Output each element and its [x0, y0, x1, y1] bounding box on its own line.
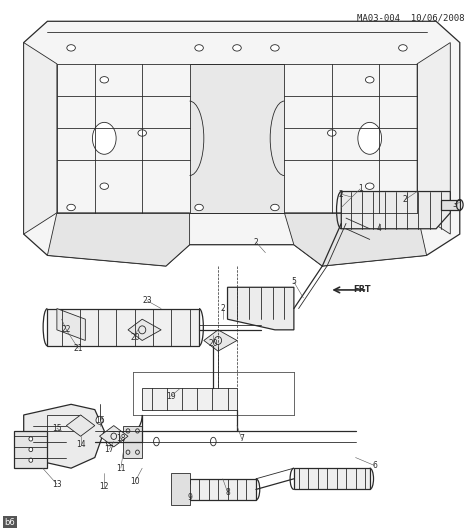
Polygon shape	[57, 309, 85, 340]
Text: 6: 6	[372, 461, 377, 470]
Text: 2: 2	[339, 190, 344, 198]
Text: 16: 16	[95, 416, 104, 425]
Ellipse shape	[210, 437, 216, 446]
Text: 7: 7	[239, 435, 244, 443]
Ellipse shape	[29, 458, 33, 462]
Text: 1: 1	[358, 185, 363, 193]
Polygon shape	[123, 426, 142, 458]
Polygon shape	[228, 287, 294, 330]
Text: 20: 20	[209, 339, 218, 347]
Text: 22: 22	[62, 326, 71, 334]
Text: 17: 17	[104, 445, 114, 454]
Ellipse shape	[358, 122, 382, 154]
Ellipse shape	[399, 45, 407, 51]
Polygon shape	[100, 426, 128, 447]
Polygon shape	[24, 404, 104, 468]
Text: MA03-004  10/06/2008: MA03-004 10/06/2008	[357, 13, 465, 22]
Polygon shape	[180, 479, 256, 500]
Text: 18: 18	[116, 435, 126, 443]
Ellipse shape	[29, 437, 33, 441]
Ellipse shape	[271, 204, 279, 211]
Ellipse shape	[138, 130, 146, 136]
Text: 9: 9	[187, 493, 192, 502]
Text: FRT: FRT	[353, 286, 371, 294]
Text: 21: 21	[73, 344, 83, 353]
Ellipse shape	[67, 45, 75, 51]
Polygon shape	[294, 468, 370, 489]
Text: 12: 12	[100, 483, 109, 491]
Text: 2: 2	[254, 238, 258, 246]
Polygon shape	[204, 330, 237, 351]
Text: 20: 20	[130, 334, 140, 342]
Ellipse shape	[328, 130, 336, 136]
Text: 10: 10	[130, 477, 140, 486]
Polygon shape	[47, 309, 199, 346]
Ellipse shape	[154, 437, 159, 446]
Text: b6: b6	[5, 518, 16, 527]
Ellipse shape	[233, 45, 241, 51]
Ellipse shape	[365, 183, 374, 189]
Polygon shape	[171, 473, 190, 505]
Polygon shape	[47, 415, 81, 431]
Ellipse shape	[271, 45, 279, 51]
Text: 8: 8	[225, 488, 230, 496]
Polygon shape	[441, 200, 460, 210]
Polygon shape	[417, 43, 450, 234]
Text: 23: 23	[142, 296, 152, 305]
Polygon shape	[128, 319, 161, 340]
Text: 19: 19	[166, 392, 175, 401]
Polygon shape	[66, 415, 95, 436]
Text: 13: 13	[52, 480, 62, 488]
Text: 14: 14	[76, 440, 85, 448]
Polygon shape	[14, 431, 47, 468]
Ellipse shape	[29, 447, 33, 452]
Ellipse shape	[195, 45, 203, 51]
Polygon shape	[341, 192, 450, 229]
Polygon shape	[24, 43, 57, 234]
Ellipse shape	[365, 77, 374, 83]
Text: 2: 2	[220, 304, 225, 313]
Polygon shape	[284, 213, 427, 266]
Ellipse shape	[106, 437, 112, 446]
Text: 5: 5	[292, 278, 296, 286]
Ellipse shape	[100, 183, 109, 189]
Text: 4: 4	[377, 225, 382, 233]
Ellipse shape	[67, 204, 75, 211]
Text: 2: 2	[403, 195, 408, 204]
Ellipse shape	[195, 204, 203, 211]
Polygon shape	[24, 21, 460, 266]
Text: 15: 15	[52, 424, 62, 433]
Ellipse shape	[100, 77, 109, 83]
Polygon shape	[142, 388, 237, 410]
Ellipse shape	[399, 204, 407, 211]
Text: 3: 3	[453, 201, 457, 209]
Ellipse shape	[96, 416, 103, 425]
Polygon shape	[47, 213, 190, 266]
Ellipse shape	[92, 122, 116, 154]
Text: 11: 11	[116, 464, 126, 472]
Polygon shape	[190, 64, 284, 213]
